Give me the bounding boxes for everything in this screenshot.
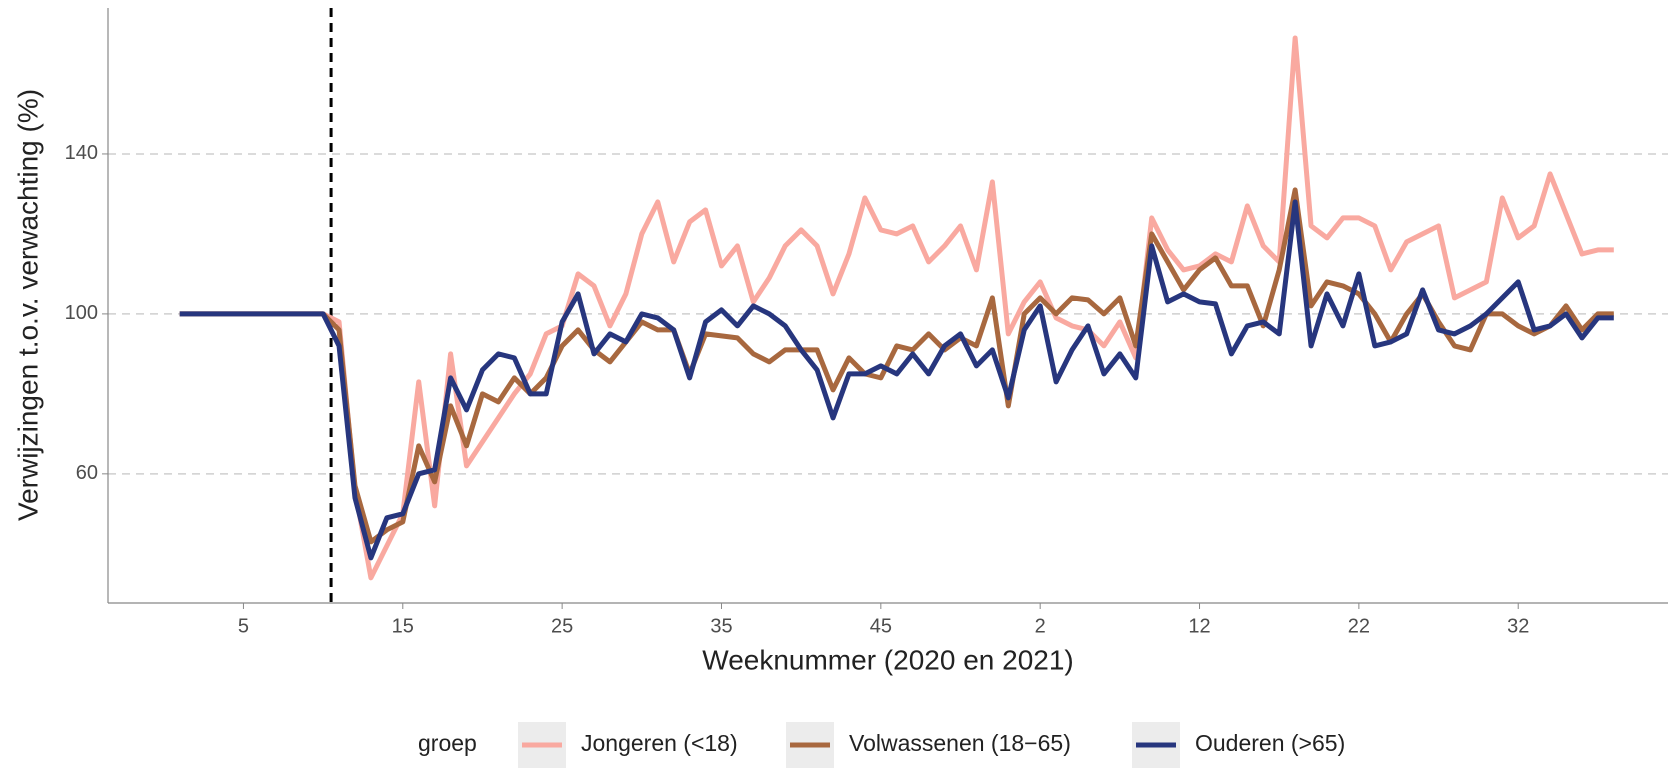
- x-tick-label: 32: [1507, 615, 1529, 637]
- x-tick-label: 15: [392, 615, 414, 637]
- x-tick-label: 2: [1035, 615, 1046, 637]
- y-tick-label: 100: [65, 302, 98, 324]
- legend-title: groep: [418, 730, 477, 756]
- y-tick-label: 140: [65, 142, 98, 164]
- series-line: [179, 199, 1614, 561]
- x-tick-label: 5: [238, 615, 249, 637]
- legend-label: Jongeren (<18): [581, 730, 738, 756]
- series-line: [179, 187, 1614, 545]
- y-axis-title: Verwijzingen t.o.v. verwachting (%): [12, 89, 43, 521]
- y-tick-label: 60: [76, 462, 98, 484]
- legend-label: Ouderen (>65): [1195, 730, 1345, 756]
- x-tick-label: 12: [1188, 615, 1210, 637]
- x-axis-title: Weeknummer (2020 en 2021): [702, 644, 1073, 675]
- x-tick-label: 25: [551, 615, 573, 637]
- x-tick-label: 35: [710, 615, 732, 637]
- legend-label: Volwassenen (18−65): [849, 730, 1071, 756]
- x-tick-label: 45: [870, 615, 892, 637]
- x-tick-label: 22: [1348, 615, 1370, 637]
- series-line: [179, 35, 1614, 581]
